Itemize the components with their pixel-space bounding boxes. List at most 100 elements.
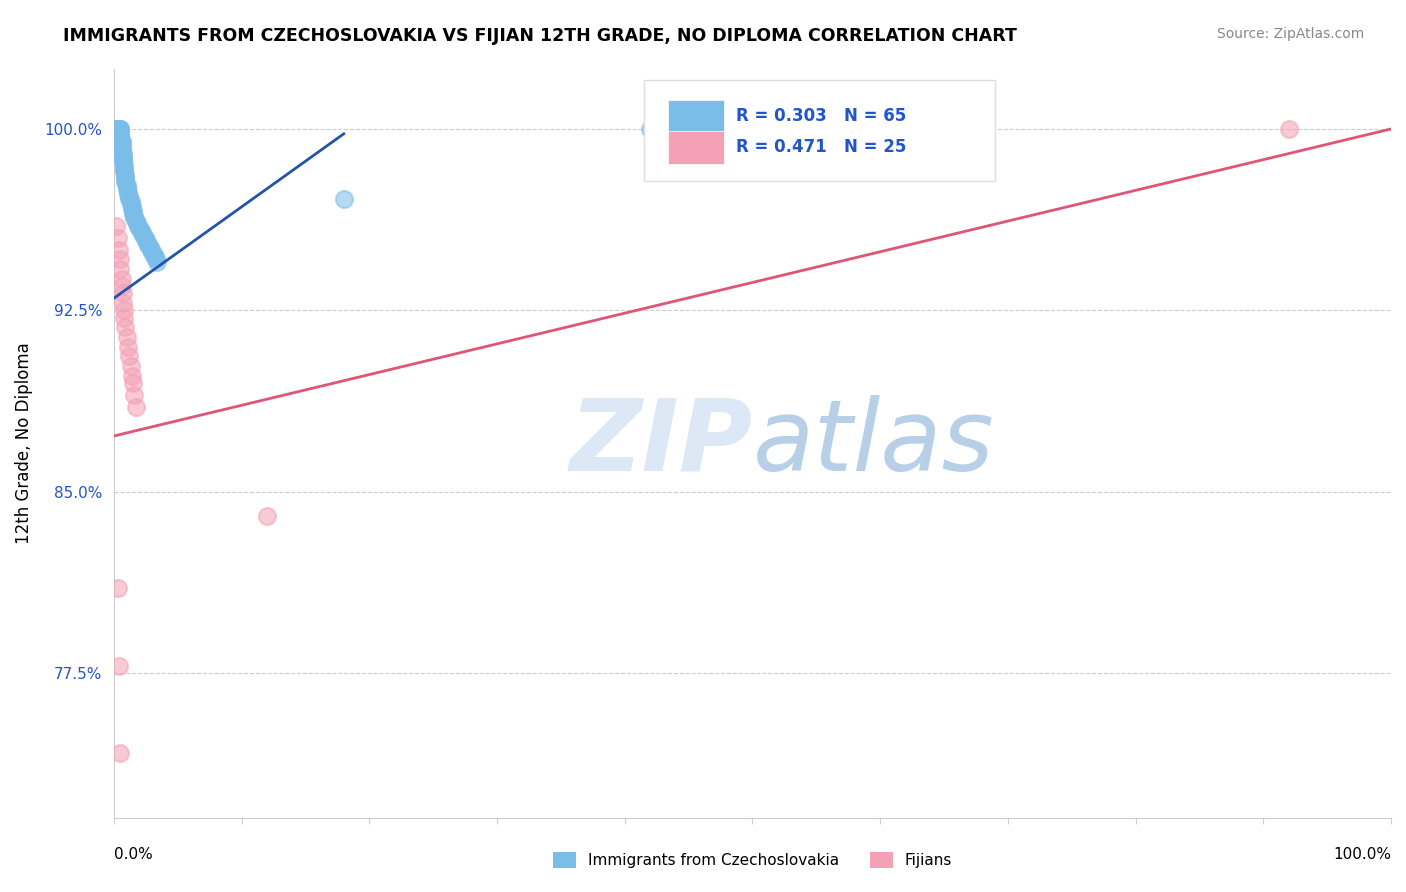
Text: Source: ZipAtlas.com: Source: ZipAtlas.com xyxy=(1216,27,1364,41)
Point xyxy=(1278,122,1301,136)
Point xyxy=(118,189,141,203)
Point xyxy=(110,141,132,155)
Point xyxy=(146,255,169,269)
Point xyxy=(110,122,132,136)
Point xyxy=(115,178,138,192)
Point xyxy=(110,262,132,277)
Point xyxy=(107,231,129,245)
Point xyxy=(112,158,135,172)
Point xyxy=(120,359,142,373)
Point xyxy=(120,194,142,209)
Point xyxy=(121,199,143,213)
Text: atlas: atlas xyxy=(752,395,994,491)
Point xyxy=(115,180,138,194)
Point xyxy=(124,388,146,402)
Point xyxy=(117,185,139,199)
Point xyxy=(120,197,142,211)
Point xyxy=(108,658,131,673)
Point xyxy=(112,163,135,178)
Point xyxy=(138,238,160,252)
Point xyxy=(112,310,135,325)
Point xyxy=(117,187,139,202)
Point xyxy=(114,170,136,185)
Point xyxy=(110,136,132,151)
FancyBboxPatch shape xyxy=(668,131,724,164)
Point xyxy=(121,202,143,216)
Point xyxy=(111,296,134,310)
Point xyxy=(124,209,146,223)
Point xyxy=(108,122,131,136)
Text: ZIP: ZIP xyxy=(569,395,752,491)
Point xyxy=(110,252,132,267)
Point xyxy=(127,219,149,233)
Point xyxy=(111,151,134,165)
FancyBboxPatch shape xyxy=(668,100,724,133)
Point xyxy=(111,148,134,162)
Point xyxy=(118,349,141,363)
Point xyxy=(110,272,132,286)
Point xyxy=(111,146,134,161)
Text: R = 0.471   N = 25: R = 0.471 N = 25 xyxy=(735,138,907,156)
Point xyxy=(110,279,132,293)
Point xyxy=(105,122,128,136)
Y-axis label: 12th Grade, No Diploma: 12th Grade, No Diploma xyxy=(15,343,32,544)
Point xyxy=(256,508,278,523)
Point xyxy=(138,240,160,254)
Point xyxy=(129,223,152,237)
Point xyxy=(143,250,166,264)
Point xyxy=(110,134,132,148)
Point xyxy=(110,746,132,760)
Point xyxy=(128,221,150,235)
Text: R = 0.303   N = 65: R = 0.303 N = 65 xyxy=(735,107,905,125)
Point xyxy=(124,211,146,226)
Point xyxy=(112,161,135,175)
Point xyxy=(110,129,132,144)
Point xyxy=(111,153,134,168)
Point xyxy=(135,233,157,247)
Point xyxy=(105,219,128,233)
Point xyxy=(114,168,136,182)
Point xyxy=(122,204,145,219)
Point xyxy=(112,165,135,179)
Point xyxy=(110,124,132,138)
Point xyxy=(110,131,132,145)
Text: IMMIGRANTS FROM CZECHOSLOVAKIA VS FIJIAN 12TH GRADE, NO DIPLOMA CORRELATION CHAR: IMMIGRANTS FROM CZECHOSLOVAKIA VS FIJIAN… xyxy=(63,27,1017,45)
Point xyxy=(108,122,131,136)
Point xyxy=(121,368,143,383)
Point xyxy=(131,226,153,240)
Text: 0.0%: 0.0% xyxy=(114,847,153,863)
Point xyxy=(141,245,163,260)
Point xyxy=(111,286,134,301)
Point xyxy=(110,127,132,141)
Point xyxy=(110,139,132,153)
Point xyxy=(333,192,356,206)
Point xyxy=(142,247,165,261)
Point xyxy=(107,122,129,136)
Point xyxy=(114,172,136,186)
Point xyxy=(118,192,141,206)
Point xyxy=(124,400,146,414)
Point xyxy=(136,235,159,250)
Point xyxy=(110,122,132,136)
Point xyxy=(114,320,136,334)
Point xyxy=(124,214,146,228)
Point xyxy=(110,122,132,136)
Point xyxy=(114,175,136,189)
Point xyxy=(115,330,138,344)
Point xyxy=(108,243,131,257)
Point xyxy=(122,376,145,390)
Point xyxy=(111,156,134,170)
Text: 100.0%: 100.0% xyxy=(1333,847,1391,863)
Point xyxy=(145,252,167,267)
Point xyxy=(125,216,148,230)
Point xyxy=(107,581,129,595)
Point xyxy=(108,122,131,136)
Point xyxy=(112,303,135,318)
Point xyxy=(139,243,162,257)
FancyBboxPatch shape xyxy=(644,79,995,181)
Point xyxy=(132,228,155,243)
Point xyxy=(134,231,156,245)
Point xyxy=(122,206,145,220)
Point xyxy=(115,182,138,196)
Legend: Immigrants from Czechoslovakia, Fijians: Immigrants from Czechoslovakia, Fijians xyxy=(547,846,959,874)
